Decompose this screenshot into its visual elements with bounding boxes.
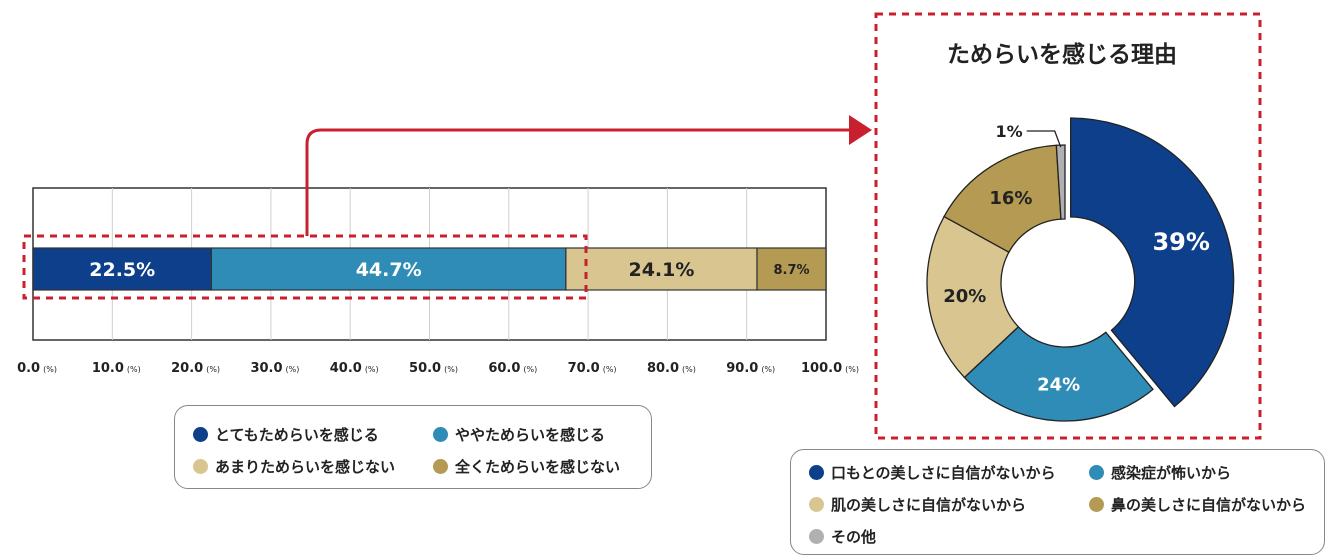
- legend-label: あまりためらいを感じない: [215, 458, 396, 476]
- legend-item-not-at-all-hesitant: 全くためらいを感じない: [433, 456, 620, 477]
- x-tick-label: 70.0 (%): [568, 361, 617, 376]
- donut-slice: [926, 215, 1020, 379]
- x-tick-label: 30.0 (%): [250, 361, 299, 376]
- bar-segment: [756, 247, 827, 291]
- donut-slice: [943, 144, 1062, 254]
- donut-slice: [963, 325, 1154, 422]
- legend-label: ややためらいを感じる: [455, 426, 606, 444]
- highlight-dashed-box-donut: [874, 12, 1262, 440]
- x-tick-label: 50.0 (%): [409, 361, 458, 376]
- x-tick-label: 10.0 (%): [92, 361, 141, 376]
- x-tick-label: 40.0 (%): [330, 361, 379, 376]
- legend-swatch: [1089, 497, 1104, 512]
- legend-swatch: [809, 497, 824, 512]
- x-tick-label: 20.0 (%): [171, 361, 220, 376]
- legend-swatch: [193, 427, 208, 442]
- connector-arrow-line: [305, 128, 852, 236]
- bar-chart-legend: とてもためらいを感じる ややためらいを感じる あまりためらいを感じない 全くため…: [174, 405, 652, 489]
- legend-item-nose: 鼻の美しさに自信がないから: [1089, 494, 1306, 515]
- x-tick-label: 80.0 (%): [647, 361, 696, 376]
- legend-item-mouth: 口もとの美しさに自信がないから: [809, 462, 1056, 483]
- connector-arrowhead: [849, 115, 872, 145]
- legend-swatch: [809, 529, 824, 544]
- donut-title: ためらいを感じる理由: [947, 41, 1177, 68]
- donut-leader-line: [1026, 130, 1062, 148]
- legend-label: 口もとの美しさに自信がないから: [831, 464, 1056, 482]
- donut-chart-legend: 口もとの美しさに自信がないから 感染症が怖いから 肌の美しさに自信がないから 鼻…: [790, 449, 1325, 555]
- bar-data-label: 44.7%: [356, 259, 422, 281]
- x-tick-label: 60.0 (%): [488, 361, 537, 376]
- stacked-bar: 22.5% 44.7% 24.1% 8.7%: [32, 247, 827, 291]
- legend-item-skin: 肌の美しさに自信がないから: [809, 494, 1026, 515]
- x-axis-ticks: 0.0 (%) 10.0 (%) 20.0 (%) 30.0 (%) 40.0 (%) 50.0 (%…: [17, 361, 859, 376]
- legend-item-very-hesitant: とてもためらいを感じる: [193, 424, 379, 445]
- legend-item-other: その他: [809, 526, 876, 547]
- donut-data-label: 24%: [1037, 374, 1080, 395]
- donut-chart: 39% 24% 20% 16% 1%: [926, 117, 1235, 422]
- donut-data-label: 1%: [996, 122, 1023, 141]
- legend-label: 感染症が怖いから: [1111, 464, 1232, 482]
- donut-hole: [1002, 220, 1128, 346]
- legend-label: 全くためらいを感じない: [455, 458, 621, 476]
- legend-label: その他: [831, 528, 877, 546]
- donut-slice: [1070, 117, 1235, 408]
- legend-label: 肌の美しさに自信がないから: [831, 496, 1027, 514]
- bar-data-label: 24.1%: [628, 259, 694, 281]
- donut-data-label: 20%: [943, 286, 986, 307]
- bar-segment: [32, 247, 213, 291]
- legend-item-somewhat-hesitant: ややためらいを感じる: [433, 424, 605, 445]
- legend-item-not-very-hesitant: あまりためらいを感じない: [193, 456, 395, 477]
- legend-swatch: [433, 459, 448, 474]
- legend-swatch: [809, 465, 824, 480]
- donut-slice: [1055, 144, 1066, 220]
- legend-swatch: [193, 459, 208, 474]
- x-tick-label: 100.0 (%): [801, 361, 859, 376]
- x-tick-label: 0.0 (%): [17, 361, 57, 376]
- donut-data-label: 16%: [989, 188, 1032, 209]
- bar-data-label: 22.5%: [89, 259, 155, 281]
- legend-swatch: [1089, 465, 1104, 480]
- legend-label: 鼻の美しさに自信がないから: [1111, 496, 1307, 514]
- legend-label: とてもためらいを感じる: [215, 426, 379, 444]
- legend-item-infection: 感染症が怖いから: [1089, 462, 1231, 483]
- legend-swatch: [433, 427, 448, 442]
- donut-data-label: 39%: [1152, 228, 1209, 256]
- x-tick-label: 90.0 (%): [726, 361, 775, 376]
- bar-data-label: 8.7%: [773, 263, 809, 278]
